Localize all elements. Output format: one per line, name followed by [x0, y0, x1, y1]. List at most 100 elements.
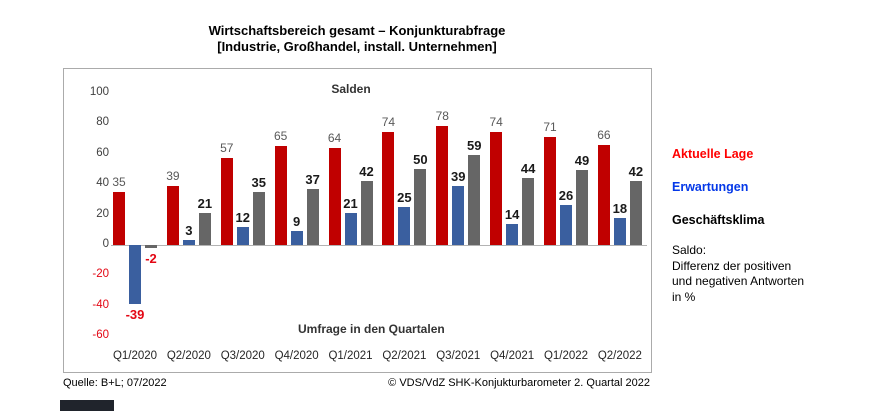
- bar-aktuelle-lage: [382, 132, 395, 245]
- y-tick-label: 0: [102, 237, 109, 250]
- chart-title-line2: [Industrie, Großhandel, install. Unterne…: [217, 39, 497, 54]
- bar-group: 74 25 50 Q2/2021: [382, 69, 428, 372]
- value-label: -39: [125, 307, 145, 323]
- bar-erwartungen: [236, 226, 249, 245]
- source-note: Quelle: B+L; 07/2022: [63, 377, 167, 389]
- value-label: 14: [504, 206, 520, 222]
- x-tick-label: Q4/2020: [274, 350, 319, 362]
- y-tick-label: -60: [92, 329, 109, 341]
- chart-area: Salden 100 80 60 40 20 0 -20 -40 -60 35 -39 -2 Q1/2…: [63, 68, 652, 373]
- bar-erwartungen: [506, 223, 519, 245]
- bar-erwartungen: [560, 205, 572, 245]
- bar-geschaeftsklima: [576, 170, 588, 245]
- bar-geschaeftsklima: [198, 212, 211, 245]
- value-label: 49: [574, 153, 590, 169]
- zero-axis-line: [111, 245, 647, 246]
- x-tick-label: Q4/2021: [490, 350, 535, 362]
- copyright-note: © VDS/VdZ SHK-Konjukturbarometer 2. Quar…: [388, 377, 650, 389]
- plot-label-salden: Salden: [331, 82, 371, 96]
- x-tick-label: Q2/2022: [597, 350, 642, 362]
- value-label: 39: [166, 168, 180, 183]
- x-tick-label: Q1/2020: [112, 350, 158, 362]
- bar-erwartungen: [129, 244, 141, 305]
- value-label: 26: [558, 188, 574, 204]
- value-label: 74: [381, 115, 396, 130]
- x-tick-label: Q1/2021: [328, 350, 373, 362]
- y-tick-label: 20: [96, 207, 109, 220]
- y-tick-label: 60: [96, 146, 109, 159]
- bar-aktuelle-lage: [274, 146, 287, 245]
- value-label: 50: [413, 151, 428, 167]
- bar-geschaeftsklima: [629, 181, 642, 245]
- bar-erwartungen: [398, 206, 411, 245]
- bar-groups: 35 -39 -2 Q1/2020 39 3 21 Q2/2020 57 12 35 Q3/2020 6…: [112, 69, 643, 372]
- legend-item-erwartungen: Erwartungen: [672, 180, 749, 194]
- x-tick-label: Q2/2020: [166, 350, 211, 362]
- legend-note-line: in %: [672, 289, 696, 304]
- y-tick-label: 100: [89, 86, 109, 98]
- y-tick-label: 80: [96, 116, 109, 129]
- y-tick-label: -40: [92, 298, 109, 311]
- value-label: 21: [343, 195, 358, 211]
- value-label: 39: [451, 168, 466, 184]
- legend-note-line: Saldo:: [672, 243, 707, 257]
- value-label: 25: [397, 189, 412, 205]
- bar-group: 39 3 21 Q2/2020: [166, 69, 212, 372]
- bar-group: 78 39 59 Q3/2021: [436, 69, 482, 372]
- value-label: 74: [489, 115, 503, 130]
- bar-geschaeftsklima: [306, 188, 319, 245]
- bar-erwartungen: [290, 231, 303, 245]
- bar-geschaeftsklima: [145, 244, 157, 248]
- bar-aktuelle-lage: [490, 132, 503, 245]
- bar-aktuelle-lage: [220, 158, 233, 245]
- legend: Aktuelle Lage Erwartungen Geschäftsklima…: [672, 147, 867, 305]
- value-label: 35: [112, 174, 126, 189]
- bottom-left-dark-strip: [60, 400, 114, 411]
- chart-title: Wirtschaftsbereich gesamt – Konjunkturab…: [63, 23, 651, 55]
- value-label: 42: [628, 164, 644, 180]
- bar-geschaeftsklima: [522, 178, 535, 245]
- y-tick-label: -20: [92, 268, 109, 281]
- bar-group: 66 18 42 Q2/2022: [597, 69, 643, 372]
- bar-group: 65 9 37 Q4/2020: [274, 69, 320, 372]
- value-label: 44: [520, 161, 536, 177]
- bar-aktuelle-lage: [544, 137, 556, 245]
- value-label: 18: [612, 200, 628, 216]
- bar-geschaeftsklima: [414, 168, 427, 245]
- x-axis-label: Umfrage in den Quartalen: [298, 322, 445, 336]
- bar-geschaeftsklima: [252, 191, 265, 245]
- value-label: 57: [220, 141, 234, 156]
- bar-aktuelle-lage: [436, 126, 449, 245]
- bar-erwartungen: [452, 185, 465, 245]
- x-tick-label: Q2/2021: [382, 350, 427, 362]
- legend-item-geschaeftsklima: Geschäftsklima: [672, 213, 765, 227]
- value-label: 78: [435, 109, 449, 124]
- x-tick-label: Q3/2020: [220, 350, 265, 362]
- bar-aktuelle-lage: [113, 191, 125, 245]
- bar-group: 74 14 44 Q4/2021: [489, 69, 535, 372]
- bar-geschaeftsklima: [360, 181, 373, 245]
- value-label: 64: [327, 130, 342, 145]
- bar-geschaeftsklima: [468, 155, 481, 245]
- value-label: 42: [359, 164, 374, 180]
- legend-note-line: und negativen Antworten: [672, 274, 805, 288]
- value-label: 21: [197, 195, 213, 211]
- value-label: 71: [543, 120, 557, 135]
- bar-group: 64 21 42 Q1/2021: [328, 69, 374, 372]
- x-tick-label: Q3/2021: [436, 350, 481, 362]
- y-axis: 100 80 60 40 20 0 -20 -40 -60: [64, 69, 109, 372]
- bar-aktuelle-lage: [166, 185, 179, 245]
- value-label: 59: [467, 138, 482, 154]
- x-tick-label: Q1/2022: [543, 350, 589, 362]
- chart-title-line1: Wirtschaftsbereich gesamt – Konjunkturab…: [208, 23, 506, 38]
- value-label: -2: [145, 250, 157, 266]
- value-label: 12: [235, 209, 250, 225]
- value-label: 9: [293, 214, 301, 230]
- legend-note: Saldo: Differenz der positiven und negat…: [672, 243, 867, 305]
- value-label: 35: [251, 174, 266, 190]
- bar-group: 71 26 49 Q1/2022: [543, 69, 589, 372]
- legend-note-line: Differenz der positiven: [672, 258, 792, 273]
- bar-aktuelle-lage: [328, 147, 341, 245]
- bar-erwartungen: [344, 212, 357, 245]
